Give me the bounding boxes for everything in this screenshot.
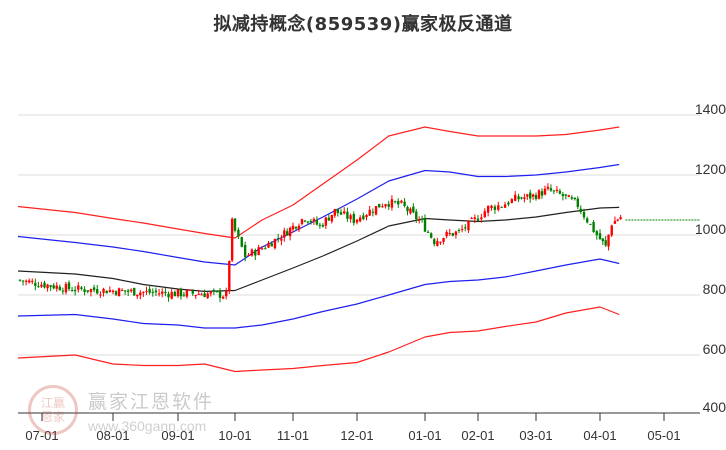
channel-bands: [17, 126, 620, 373]
inner-upper-band: [17, 163, 620, 266]
chart-title: 拟减持概念(859539)赢家极反通道: [213, 14, 513, 35]
y-label-800: 800: [702, 281, 726, 297]
outer-lower-band: [17, 306, 620, 373]
x-label-08-01: 08-01: [96, 428, 130, 443]
candlesticks: [18, 183, 700, 303]
x-label-09-01: 09-01: [161, 428, 195, 443]
x-label-12-01: 12-01: [340, 428, 374, 443]
x-label-03-01: 03-01: [519, 428, 553, 443]
x-label-07-01: 07-01: [25, 428, 59, 443]
y-label-1000: 1000: [694, 221, 726, 237]
outer-upper-band: [17, 126, 620, 239]
inner-lower-band: [17, 258, 620, 329]
x-label-10-01: 10-01: [218, 428, 252, 443]
y-label-1400: 1400: [694, 101, 726, 117]
x-label-02-01: 02-01: [461, 428, 495, 443]
x-label-11-01: 11-01: [276, 428, 310, 443]
x-axis: [18, 412, 700, 421]
y-label-1200: 1200: [694, 161, 726, 177]
middle-line: [17, 206, 620, 292]
x-label-01-01: 01-01: [408, 428, 442, 443]
gridlines: [18, 114, 700, 356]
x-label-05-01: 05-01: [647, 428, 681, 443]
x-label-04-01: 04-01: [583, 428, 617, 443]
y-label-600: 600: [702, 341, 726, 357]
y-label-400: 400: [702, 399, 726, 415]
